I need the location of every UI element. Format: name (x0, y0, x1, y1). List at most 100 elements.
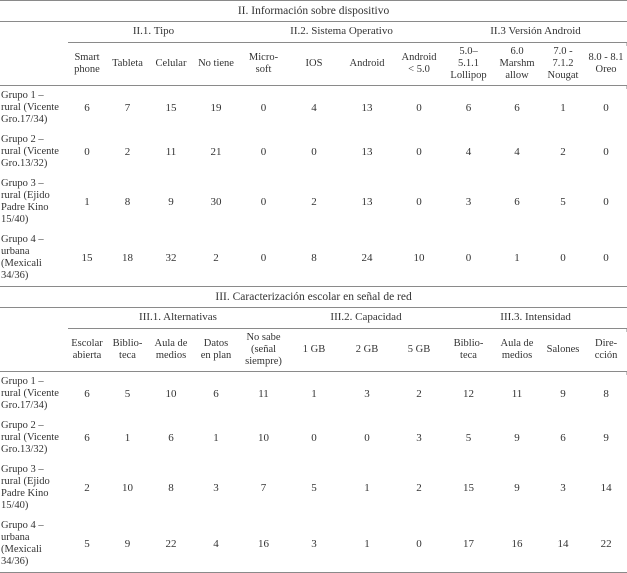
value-cell: 4 (288, 86, 340, 131)
value-cell: 19 (193, 86, 239, 131)
value-cell: 6 (493, 86, 541, 131)
value-cell: 2 (560, 146, 566, 158)
value-cell: 9 (106, 516, 149, 573)
table-row: Grupo 3 – rural (Ejido Padre Kino 15/40)… (0, 174, 627, 230)
value-cell: 10 (149, 372, 193, 417)
column-header: Aula de medios (493, 328, 541, 372)
value-cell: 2 (84, 482, 90, 494)
value-cell: 17 (444, 516, 493, 573)
column-header: Escolar abierta (68, 328, 106, 372)
value-cell: 10 (394, 230, 444, 287)
row-label: Grupo 3 – rural (Ejido Padre Kino 15/40) (1, 464, 50, 511)
table-title: II. Información sobre dispositivo (0, 0, 627, 22)
column-group-header: III.1. Alternativas (68, 307, 288, 329)
value-cell: 30 (210, 196, 222, 208)
value-cell: 8 (168, 482, 174, 494)
value-cell: 0 (394, 516, 444, 573)
column-header: Dire- cción (585, 328, 627, 372)
value-cell: 0 (311, 432, 317, 444)
value-cell: 0 (260, 146, 267, 158)
value-cell: 11 (493, 372, 541, 417)
row-label-stub (0, 42, 68, 86)
table-title: III. Caracterización escolar en señal de… (0, 287, 627, 308)
device-info-table: II. Información sobre dispositivo II.1. T… (0, 0, 627, 287)
column-header: Aula de medios (149, 328, 193, 372)
value-cell: 1 (541, 86, 585, 131)
value-cell: 13 (361, 196, 373, 208)
value-cell: 6 (444, 86, 493, 131)
value-cell: 6 (68, 86, 106, 131)
value-cell: 7 (260, 482, 267, 494)
value-cell: 0 (311, 146, 317, 158)
value-cell: 10 (122, 482, 133, 494)
column-header: 5 GB (394, 328, 444, 372)
column-header: Android < 5.0 (394, 42, 444, 86)
value-cell: 0 (603, 146, 609, 158)
table-row: Grupo 4 – urbana (Mexicali 34/36) 5 9 22 4 16… (0, 516, 627, 573)
value-cell: 5 (106, 372, 149, 417)
table-row: Grupo 1 – rural (Vicente Gro.17/34) 6 7 15 1… (0, 85, 627, 131)
value-cell: 0 (394, 86, 444, 131)
value-cell: 5 (560, 196, 566, 208)
value-cell: 21 (210, 146, 222, 158)
value-cell: 8 (124, 196, 131, 208)
value-cell: 4 (465, 146, 472, 158)
value-cell: 0 (416, 146, 422, 158)
table-row: Grupo 3 – rural (Ejido Padre Kino 15/40)… (0, 460, 627, 516)
column-group-header: III.2. Capacidad (288, 307, 444, 329)
column-header: Biblio- teca (444, 328, 493, 372)
value-cell: 3 (465, 196, 472, 208)
value-cell: 14 (600, 482, 612, 494)
column-header: 6.0 Marshm allow (493, 42, 541, 86)
value-cell: 4 (193, 516, 239, 573)
value-cell: 0 (239, 86, 288, 131)
row-label-stub (0, 328, 68, 372)
value-cell: 2 (124, 146, 131, 158)
column-header-row: Escolar abierta Biblio- teca Aula de medio… (0, 328, 627, 372)
column-header-row: Smart phone Tableta Celular No tiene Micro- … (0, 42, 627, 86)
value-cell: 3 (340, 372, 394, 417)
value-cell: 3 (560, 482, 566, 494)
column-header: 5.0– 5.1.1 Lollipop (444, 42, 493, 86)
value-cell: 1 (340, 516, 394, 573)
value-cell: 18 (106, 230, 149, 287)
column-group-header: II.3 Versión Android (444, 21, 627, 43)
column-header: Biblio- teca (106, 328, 149, 372)
row-label: Grupo 4 – urbana (Mexicali 34/36) (0, 230, 68, 287)
column-header: No sabe (señal siempre) (239, 328, 288, 372)
row-label: Grupo 2 – rural (Vicente Gro.13/32) (1, 134, 59, 169)
value-cell: 2 (311, 196, 317, 208)
column-header: Celular (149, 42, 193, 86)
column-header: Android (340, 42, 394, 86)
value-cell: 1 (124, 432, 131, 444)
value-cell: 0 (364, 432, 370, 444)
row-label-stub (0, 22, 68, 43)
table-title-row: III. Caracterización escolar en señal de… (0, 287, 627, 308)
value-cell: 9 (541, 372, 585, 417)
value-cell: 16 (239, 516, 288, 573)
table-row: Grupo 4 – urbana (Mexicali 34/36) 15 18 32 2… (0, 230, 627, 287)
value-cell: 1 (493, 230, 541, 287)
value-cell: 0 (541, 230, 585, 287)
value-cell: 8 (585, 371, 627, 417)
value-cell: 0 (260, 196, 267, 208)
value-cell: 14 (541, 516, 585, 573)
value-cell: 11 (165, 146, 177, 158)
row-label-stub (0, 308, 68, 329)
value-cell: 6 (168, 432, 174, 444)
value-cell: 0 (84, 146, 90, 158)
value-cell: 2 (416, 482, 422, 494)
table-row: Grupo 2 – rural (Vicente Gro.13/32) 0 2 11 2… (0, 130, 627, 174)
value-cell: 3 (288, 516, 340, 573)
row-label: Grupo 2 – rural (Vicente Gro.13/32) (1, 420, 59, 455)
value-cell: 0 (603, 196, 609, 208)
value-cell: 9 (603, 432, 609, 444)
value-cell: 5 (68, 516, 106, 573)
column-header: No tiene (193, 42, 239, 86)
table-title-row: II. Información sobre dispositivo (0, 0, 627, 22)
value-cell: 0 (239, 230, 288, 287)
column-group-header: II.2. Sistema Operativo (239, 21, 444, 43)
school-signal-table: III. Caracterización escolar en señal de… (0, 287, 627, 573)
value-cell: 12 (444, 372, 493, 417)
